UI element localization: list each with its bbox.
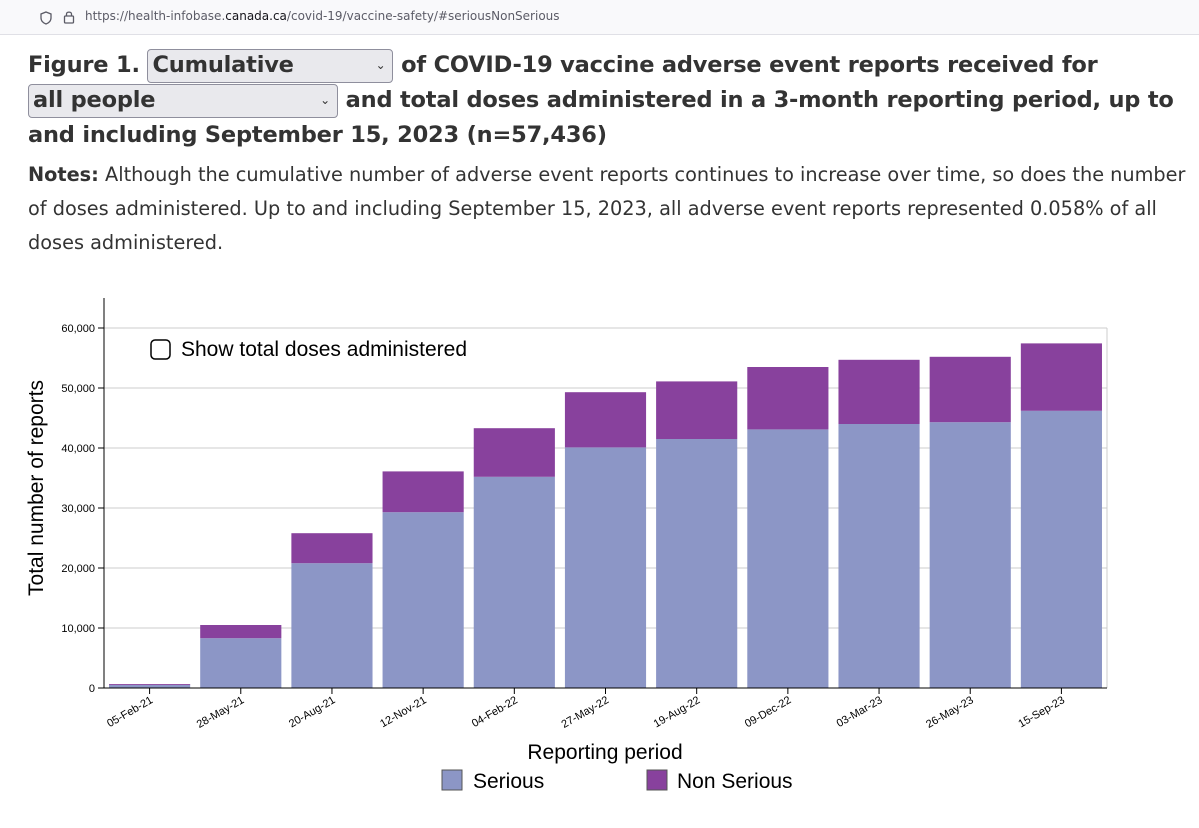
figure-title-text-1: of COVID-19 vaccine adverse event report…	[401, 52, 1098, 78]
y-axis-title: Total number of reports	[25, 380, 48, 596]
x-tick-label: 09-Dec-22	[743, 694, 793, 730]
bar-non-serious-20-Aug-21[interactable]	[291, 533, 373, 564]
x-tick-label: 03-Mar-23	[835, 694, 885, 730]
y-tick-label: 0	[89, 683, 95, 695]
bar-non-serious-04-Feb-22[interactable]	[473, 428, 555, 477]
show-doses-toggle[interactable]: Show total doses administered	[150, 338, 467, 361]
bar-serious-20-Aug-21[interactable]	[291, 563, 373, 688]
bar-serious-03-Mar-23[interactable]	[838, 424, 920, 688]
notes-text: Although the cumulative number of advers…	[28, 163, 1186, 254]
bar-serious-12-Nov-21[interactable]	[382, 512, 464, 688]
x-tick-label: 28-May-21	[195, 694, 247, 731]
legend: Serious Non Serious	[441, 769, 793, 793]
bar-non-serious-15-Sep-23[interactable]	[1020, 343, 1102, 411]
show-doses-checkbox[interactable]	[150, 339, 171, 360]
bar-non-serious-12-Nov-21[interactable]	[382, 471, 464, 513]
bar-serious-26-May-23[interactable]	[929, 422, 1011, 688]
legend-swatch-serious[interactable]	[441, 769, 463, 791]
figure-title-text-2: and total doses administered in a 3-mont…	[28, 87, 1174, 148]
bars	[109, 343, 1102, 688]
figure-title: Figure 1. Cumulative number⌄ of COVID-19…	[28, 48, 1178, 153]
bar-serious-27-May-22[interactable]	[564, 447, 647, 688]
browser-address-bar[interactable]: https://health-infobase.canada.ca/covid-…	[0, 0, 1199, 35]
legend-label-non-serious[interactable]: Non Serious	[677, 770, 793, 793]
y-tick-label: 50,000	[61, 383, 95, 395]
figure-notes: Notes: Although the cumulative number of…	[28, 158, 1198, 260]
bar-serious-15-Sep-23[interactable]	[1020, 410, 1102, 688]
url-text[interactable]: https://health-infobase.canada.ca/covid-…	[85, 9, 560, 23]
x-tick-label: 26-May-23	[924, 694, 976, 731]
lock-icon[interactable]	[63, 10, 75, 24]
stacked-bar-chart: 0 10,000 20,000 30,000 40,000 50,000 60,000 05-…	[25, 298, 1108, 793]
bar-non-serious-05-Feb-21[interactable]	[109, 684, 191, 685]
bar-serious-19-Aug-22[interactable]	[656, 439, 738, 688]
y-tick-label: 20,000	[61, 563, 95, 575]
y-tick-label: 30,000	[61, 503, 95, 515]
bar-non-serious-27-May-22[interactable]	[564, 392, 647, 448]
tracking-shield-icon[interactable]	[40, 11, 52, 25]
bar-serious-09-Dec-22[interactable]	[747, 429, 829, 688]
population-select[interactable]: all people ⌄	[28, 83, 338, 118]
notes-label: Notes:	[28, 163, 99, 186]
x-tick-label: 12-Nov-21	[378, 694, 428, 730]
x-tick-label: 05-Feb-21	[105, 694, 155, 730]
bar-non-serious-19-Aug-22[interactable]	[656, 381, 738, 439]
x-tick-label: 20-Aug-21	[287, 694, 337, 730]
bar-non-serious-03-Mar-23[interactable]	[838, 359, 920, 424]
y-tick-label: 10,000	[61, 623, 95, 635]
x-tick-label: 04-Feb-22	[470, 694, 520, 730]
bar-non-serious-09-Dec-22[interactable]	[747, 367, 829, 430]
chevron-down-icon: ⌄	[320, 92, 330, 107]
show-doses-label[interactable]: Show total doses administered	[181, 338, 467, 361]
figure-label: Figure 1.	[28, 52, 140, 78]
bar-non-serious-28-May-21[interactable]	[200, 625, 282, 639]
x-tick-label: 27-May-22	[559, 694, 611, 731]
x-axis-title: Reporting period	[527, 741, 682, 764]
bar-serious-05-Feb-21[interactable]	[109, 685, 191, 688]
x-tick-label: 19-Aug-22	[652, 694, 702, 730]
bar-serious-28-May-21[interactable]	[200, 638, 282, 688]
legend-swatch-non-serious[interactable]	[646, 769, 668, 791]
y-tick-label: 40,000	[61, 443, 95, 455]
x-tick-label: 15-Sep-23	[1016, 694, 1066, 730]
y-tick-label: 60,000	[61, 323, 95, 335]
chevron-down-icon: ⌄	[375, 57, 386, 72]
measure-select[interactable]: Cumulative number⌄	[147, 48, 394, 109]
bar-serious-04-Feb-22[interactable]	[473, 476, 555, 688]
bar-non-serious-26-May-23[interactable]	[929, 356, 1011, 423]
legend-label-serious[interactable]: Serious	[473, 770, 544, 793]
